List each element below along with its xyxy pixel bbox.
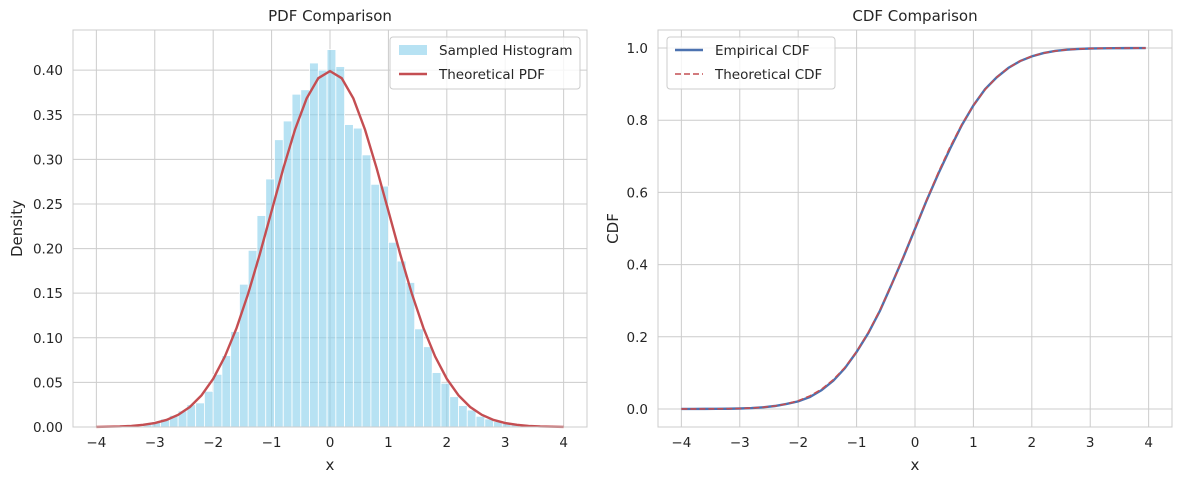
histogram-bar bbox=[335, 66, 346, 428]
histogram-bar bbox=[352, 127, 363, 428]
cdf-x-tick-label: −3 bbox=[730, 435, 750, 451]
pdf-y-tick-label: 0.05 bbox=[33, 375, 63, 391]
cdf-x-tick-label: 2 bbox=[1028, 435, 1037, 451]
pdf-chart-title: PDF Comparison bbox=[268, 7, 392, 25]
histogram-bar bbox=[458, 405, 468, 428]
histogram-bar bbox=[475, 415, 486, 428]
histogram-bar bbox=[300, 89, 310, 428]
cdf-x-tick-label: −1 bbox=[847, 435, 867, 451]
cdf-x-tick-label: −4 bbox=[671, 435, 691, 451]
cdf-x-axis-label: x bbox=[911, 456, 920, 474]
cdf-y-tick-label: 0.6 bbox=[627, 185, 648, 201]
cdf-x-tick-label: −2 bbox=[788, 435, 808, 451]
theoretical-pdf-line bbox=[96, 69, 564, 429]
cdf-y-tick-label: 1.0 bbox=[627, 41, 648, 57]
histogram-bar bbox=[344, 124, 354, 428]
pdf-x-tick-label: −1 bbox=[262, 435, 282, 451]
pdf-x-tick-labels: −4 −3 −2 −1 0 1 2 3 4 bbox=[86, 435, 568, 451]
histogram-bar bbox=[431, 372, 442, 428]
cdf-x-tick-label: 1 bbox=[969, 435, 978, 451]
cdf-chart-title: CDF Comparison bbox=[852, 7, 977, 25]
cdf-y-tick-label: 0.2 bbox=[627, 330, 648, 346]
pdf-x-tick-label: 3 bbox=[501, 435, 510, 451]
legend-label-histogram: Sampled Histogram bbox=[439, 43, 573, 59]
pdf-y-tick-label: 0.15 bbox=[33, 286, 63, 302]
pdf-y-tick-labels: 0.00 0.05 0.10 0.15 0.20 0.25 0.30 0.35 0.40 bbox=[33, 63, 63, 436]
histogram-bar bbox=[326, 49, 337, 428]
cdf-axes-frame bbox=[657, 29, 1173, 428]
pdf-comparison-panel: −4 −3 −2 −1 0 1 2 3 4 0.000.050.100.150.200.250.… bbox=[8, 7, 588, 474]
pdf-histogram-bars bbox=[142, 49, 538, 428]
histogram-bar bbox=[370, 183, 381, 428]
cdf-y-tick-label: 0.4 bbox=[627, 258, 648, 274]
cdf-legend: Empirical CDF Theoretical CDF bbox=[666, 36, 836, 90]
cdf-legend-box bbox=[666, 36, 836, 90]
legend-swatch-histogram bbox=[399, 45, 427, 55]
pdf-legend-box bbox=[389, 36, 581, 90]
histogram-bar bbox=[221, 355, 232, 428]
pdf-y-tick-label: 0.40 bbox=[33, 63, 63, 79]
pdf-x-tick-label: −4 bbox=[86, 435, 106, 451]
pdf-x-tick-label: 2 bbox=[443, 435, 452, 451]
pdf-y-axis-label: Density bbox=[8, 200, 26, 257]
histogram-bar bbox=[195, 402, 205, 428]
histogram-bar bbox=[396, 260, 407, 428]
histogram-bar bbox=[388, 241, 398, 428]
histogram-bar bbox=[204, 390, 214, 428]
histogram-bar bbox=[405, 282, 416, 428]
cdf-x-tick-label: 3 bbox=[1086, 435, 1095, 451]
histogram-bar bbox=[466, 409, 477, 428]
legend-label-theoretical-cdf: Theoretical CDF bbox=[714, 67, 822, 83]
histogram-bar bbox=[291, 93, 302, 428]
histogram-bar bbox=[212, 373, 223, 428]
pdf-axes-frame bbox=[72, 29, 588, 428]
histogram-bar bbox=[361, 154, 372, 428]
legend-label-theoretical-pdf: Theoretical PDF bbox=[438, 67, 545, 83]
pdf-y-tick-label: 0.20 bbox=[33, 242, 63, 258]
histogram-bar bbox=[423, 346, 433, 428]
pdf-y-tick-label: 0.35 bbox=[33, 108, 63, 124]
pdf-y-tick-label: 0.25 bbox=[33, 197, 63, 213]
cdf-comparison-panel: −4 −3 −2 −1 0 1 2 3 4 0.0 0.2 0.4 0.6 0.8 1.0 CDF Com… bbox=[604, 7, 1173, 474]
cdf-x-tick-labels: −4 −3 −2 −1 0 1 2 3 4 bbox=[671, 435, 1153, 451]
cdf-y-tick-labels: 0.0 0.2 0.4 0.6 0.8 1.0 bbox=[627, 41, 648, 418]
histogram-bar bbox=[309, 62, 319, 428]
histogram-bar bbox=[230, 331, 240, 428]
cdf-x-tick-label: 0 bbox=[911, 435, 920, 451]
legend-label-empirical-cdf: Empirical CDF bbox=[715, 43, 810, 59]
cdf-y-tick-label: 0.8 bbox=[627, 113, 648, 129]
pdf-x-tick-label: −2 bbox=[203, 435, 223, 451]
pdf-x-tick-label: 0 bbox=[326, 435, 335, 451]
pdf-x-tick-label: 1 bbox=[384, 435, 393, 451]
cdf-y-tick-label: 0.0 bbox=[627, 402, 648, 418]
histogram-bar bbox=[414, 328, 424, 428]
histogram-bar bbox=[440, 382, 451, 428]
pdf-x-tick-label: 4 bbox=[559, 435, 568, 451]
histogram-bar bbox=[449, 396, 459, 428]
pdf-y-tick-label: 0.10 bbox=[33, 331, 63, 347]
cdf-y-axis-label: CDF bbox=[604, 213, 622, 244]
pdf-legend: Sampled Histogram Theoretical PDF bbox=[389, 36, 581, 90]
theoretical-cdf-line bbox=[681, 47, 1146, 410]
histogram-bar bbox=[317, 69, 328, 428]
pdf-y-tick-label: 0.30 bbox=[33, 152, 63, 168]
cdf-x-tick-label: 4 bbox=[1144, 435, 1153, 451]
pdf-x-axis-label: x bbox=[326, 456, 335, 474]
histogram-bar bbox=[379, 185, 389, 428]
pdf-y-tick-label: 0.00 bbox=[33, 420, 63, 436]
pdf-x-tick-label: −3 bbox=[145, 435, 165, 451]
